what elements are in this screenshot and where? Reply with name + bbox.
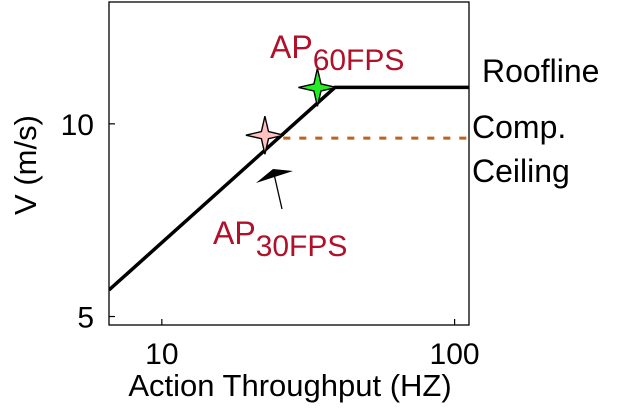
comp-ceiling-label-line1: Comp. [472,109,566,145]
plot-frame [108,1,470,326]
tick-layer: 10 100 5 10 [61,109,480,371]
x-tick-label-10: 10 [145,338,178,371]
roofline-label: Roofline [482,53,599,89]
x-axis-title: Action Throughput (HZ) [128,368,451,403]
ap60fps-label-main: AP [270,29,313,65]
y-tick-label-10: 10 [61,109,94,142]
marker-layer [245,68,337,155]
ap60fps-label-subscript: 60FPS [313,44,405,77]
y-axis-title: V (m/s) [8,115,43,215]
x-tick-label-100: 100 [430,338,480,371]
y-tick-label-5: 5 [77,302,94,335]
comp-ceiling-label-line2: Ceiling [472,153,570,189]
ap30fps-label-subscript: 30FPS [256,230,348,263]
ap30fps-label: AP30FPS [213,215,347,263]
point-marker-30fps [245,116,285,155]
ap30fps-pointer-arrowhead [256,169,293,183]
point-marker-60fps [298,68,337,107]
ap30fps-label-main: AP [213,215,256,251]
ap30fps-pointer-line [273,173,283,210]
ap60fps-label: AP60FPS [270,29,404,77]
